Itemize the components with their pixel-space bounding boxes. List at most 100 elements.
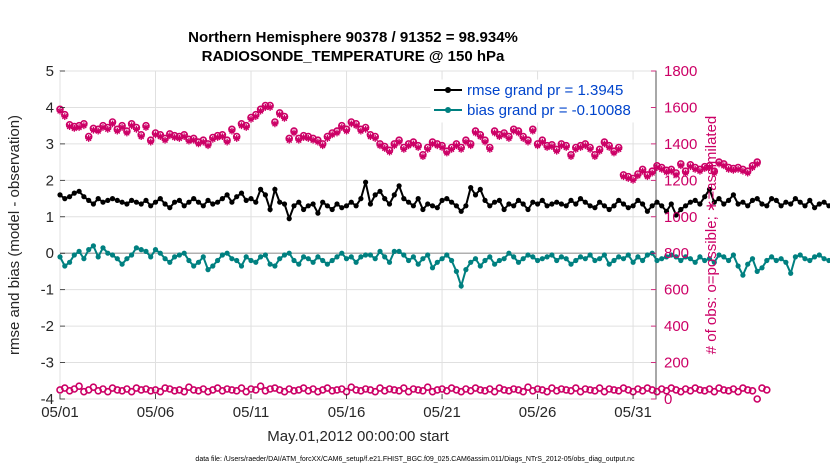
data-point (86, 247, 92, 253)
data-point (119, 261, 125, 267)
data-point (401, 252, 407, 258)
data-point (238, 190, 245, 196)
y-tick-label-left: -2 (41, 318, 54, 335)
obs-assimilated-marker (524, 138, 532, 146)
obs-possible-marker (137, 386, 145, 394)
data-point (506, 201, 512, 207)
data-point (310, 201, 316, 207)
obs-assimilated-marker (686, 163, 694, 171)
obs-assimilated-marker (90, 126, 97, 134)
obs-possible-marker (557, 385, 566, 393)
obs-assimilated-marker (734, 166, 742, 173)
data-point (410, 254, 416, 260)
data-point (515, 259, 522, 265)
obs-possible-marker (571, 384, 580, 392)
data-point (444, 196, 450, 202)
data-point (324, 261, 330, 267)
data-point (210, 201, 216, 207)
obs-assimilated-marker (352, 122, 360, 130)
obs-assimilated-marker (295, 136, 303, 144)
legend-label-rmse: rmse grand pr = 1.3945 (467, 82, 623, 99)
data-point (167, 205, 173, 211)
obs-possible-marker (423, 383, 432, 392)
data-point (358, 254, 364, 260)
data-point (229, 256, 235, 262)
obs-possible-marker (409, 385, 418, 393)
data-point (258, 186, 264, 192)
data-point (754, 268, 760, 274)
data-point (616, 254, 622, 260)
data-point (238, 263, 245, 269)
data-point (711, 199, 717, 205)
obs-assimilated-marker (601, 140, 608, 148)
data-point (449, 257, 455, 264)
data-point (396, 183, 402, 189)
y-axis-label-right: # of obs: o=possible; ∗=assimilated (703, 116, 720, 355)
data-point (477, 263, 483, 269)
data-point (558, 254, 565, 260)
obs-assimilated-marker (338, 124, 346, 131)
obs-assimilated-marker (333, 129, 341, 137)
data-point (286, 216, 292, 222)
obs-assimilated-marker (696, 167, 704, 175)
obs-assimilated-marker (639, 167, 647, 175)
chart-title: Northern Hemisphere 90378 / 91352 = 98.9… (188, 29, 518, 46)
data-point (100, 199, 106, 205)
data-point (67, 259, 73, 265)
data-point (262, 192, 268, 198)
data-point (487, 254, 493, 260)
data-point (520, 201, 526, 207)
data-point (630, 203, 636, 209)
data-point (119, 199, 125, 205)
data-point (687, 256, 694, 262)
obs-assimilated-marker (195, 140, 202, 148)
obs-possible-marker (256, 382, 265, 391)
data-point (759, 265, 765, 271)
data-point (587, 203, 593, 209)
obs-assimilated-marker (257, 107, 264, 115)
data-point (468, 185, 474, 191)
data-point (439, 197, 445, 203)
obs-assimilated-marker (128, 122, 136, 130)
data-point (453, 203, 459, 209)
data-point (472, 256, 479, 262)
obs-assimilated-marker (591, 153, 599, 161)
obs-assimilated-marker (753, 160, 761, 168)
obs-assimilated-marker (80, 122, 88, 130)
y-tick-label-right: 1600 (664, 99, 697, 116)
ticks-layer: 05/01 05/06 05/11 05/16 05/21 05/26 05/31 -4 -3 -… (41, 63, 698, 421)
obs-assimilated-marker (534, 142, 541, 150)
obs-assimilated-marker (529, 127, 537, 135)
data-point (807, 197, 813, 203)
data-point (730, 192, 737, 198)
obs-assimilated-marker (448, 145, 456, 153)
data-point (234, 257, 240, 264)
legend: rmse grand pr = 1.3945 bias grand pr = -… (430, 79, 651, 123)
data-point (740, 272, 746, 278)
data-point (406, 199, 412, 205)
obs-assimilated-marker (61, 113, 69, 120)
obs-assimilated-marker (682, 169, 690, 177)
obs-possible-marker (762, 386, 771, 394)
legend-marker-bias (445, 107, 451, 113)
obs-assimilated-marker (610, 149, 618, 157)
data-point (668, 252, 674, 258)
data-point (721, 254, 727, 260)
obs-assimilated-marker (419, 153, 427, 161)
data-point (773, 197, 779, 203)
y-tick-label-right: 200 (664, 355, 689, 372)
data-point (181, 250, 187, 256)
data-point (654, 257, 660, 264)
data-point (377, 248, 383, 254)
obs-assimilated-marker (677, 162, 685, 170)
data-point (105, 197, 111, 203)
obs-assimilated-marker (252, 113, 260, 120)
data-point (802, 203, 808, 209)
y-tick-label-left: -4 (41, 391, 54, 408)
obs-possible-marker (605, 385, 614, 393)
obs-assimilated-marker (304, 135, 312, 142)
data-point (730, 252, 737, 258)
data-point (124, 256, 130, 262)
data-point (124, 201, 130, 207)
data-point (492, 261, 498, 267)
